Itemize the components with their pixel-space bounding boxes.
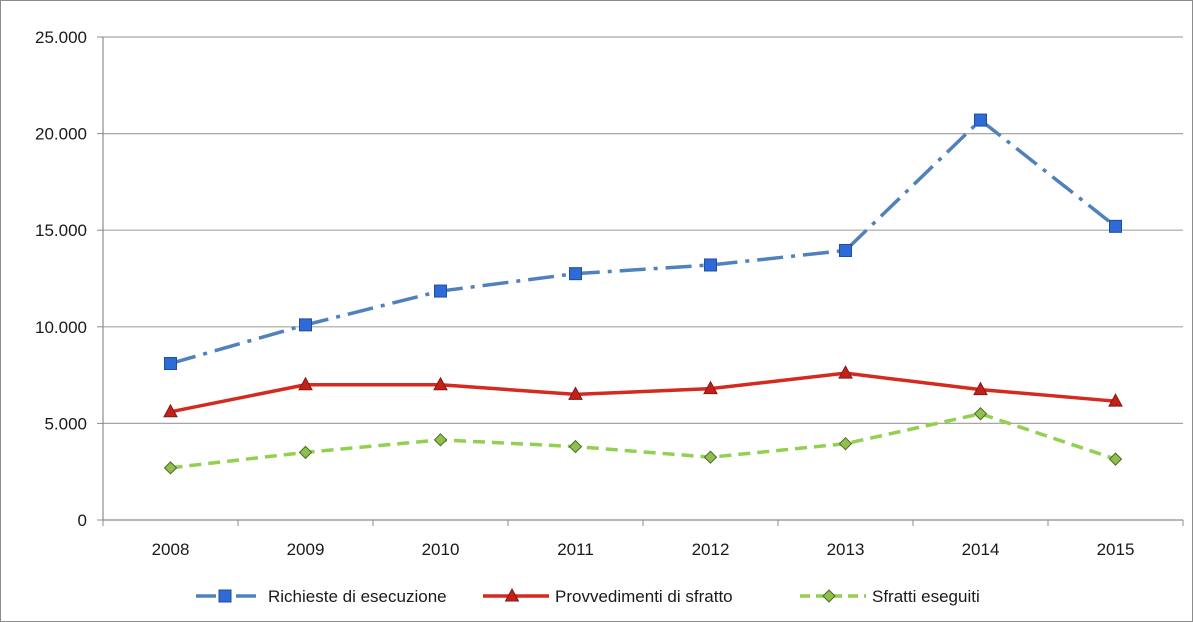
data-point-triangle xyxy=(298,376,313,391)
y-tick-label: 15.000 xyxy=(35,221,87,240)
data-point-square xyxy=(839,243,852,257)
data-point-square xyxy=(1109,219,1122,233)
legend-label: Provvedimenti di sfratto xyxy=(555,587,733,606)
x-tick-label: 2013 xyxy=(827,540,865,559)
x-tick-label: 2008 xyxy=(152,540,190,559)
legend-label: Richieste di esecuzione xyxy=(268,587,447,606)
data-point-triangle xyxy=(973,381,988,396)
data-point-square xyxy=(299,318,312,332)
data-point-diamond xyxy=(838,436,853,451)
data-point-square xyxy=(974,113,987,127)
data-point-triangle xyxy=(163,403,178,418)
data-point-diamond xyxy=(973,407,988,421)
x-tick-label: 2010 xyxy=(422,540,460,559)
x-tick-labels: 2008 2009 2010 2011 2012 2013 2014 2015 xyxy=(152,540,1135,559)
axes xyxy=(97,36,1184,526)
y-tick-label: 20.000 xyxy=(35,125,87,144)
y-tick-label: 0 xyxy=(78,511,87,530)
y-tick-label: 10.000 xyxy=(35,318,87,337)
data-point-triangle xyxy=(568,386,583,400)
series-line-3 xyxy=(170,411,1117,470)
series-group xyxy=(163,113,1123,475)
legend: Richieste di esecuzione Provvedimenti di … xyxy=(196,587,980,606)
gridlines xyxy=(103,36,1183,424)
data-point-square xyxy=(164,357,177,371)
data-point-triangle xyxy=(504,587,520,602)
data-point-triangle xyxy=(703,380,718,395)
data-point-diamond xyxy=(703,450,718,464)
y-tick-label: 5.000 xyxy=(44,414,87,433)
data-point-triangle xyxy=(838,365,853,379)
series-line-1 xyxy=(170,118,1117,366)
x-tick-label: 2009 xyxy=(287,540,325,559)
data-point-triangle xyxy=(1108,393,1123,407)
data-point-square xyxy=(218,589,232,603)
legend-label: Sfratti eseguiti xyxy=(872,587,980,606)
y-tick-labels: 0 5.000 10.000 15.000 20.000 25.000 xyxy=(35,28,87,530)
data-point-square xyxy=(434,284,447,298)
data-point-diamond xyxy=(433,433,448,447)
data-point-triangle xyxy=(433,376,448,391)
data-point-diamond xyxy=(568,439,583,454)
series-line-2 xyxy=(170,371,1116,414)
x-tick-label: 2015 xyxy=(1097,540,1135,559)
data-point-square xyxy=(569,267,582,281)
data-point-square xyxy=(704,258,717,272)
data-point-diamond xyxy=(822,589,836,603)
data-point-diamond xyxy=(298,445,313,460)
x-tick-label: 2014 xyxy=(962,540,1000,559)
x-tick-label: 2011 xyxy=(557,540,594,559)
y-tick-label: 25.000 xyxy=(35,28,87,47)
data-point-diamond xyxy=(1108,452,1123,466)
data-point-diamond xyxy=(163,461,178,475)
x-tick-label: 2012 xyxy=(692,540,730,559)
